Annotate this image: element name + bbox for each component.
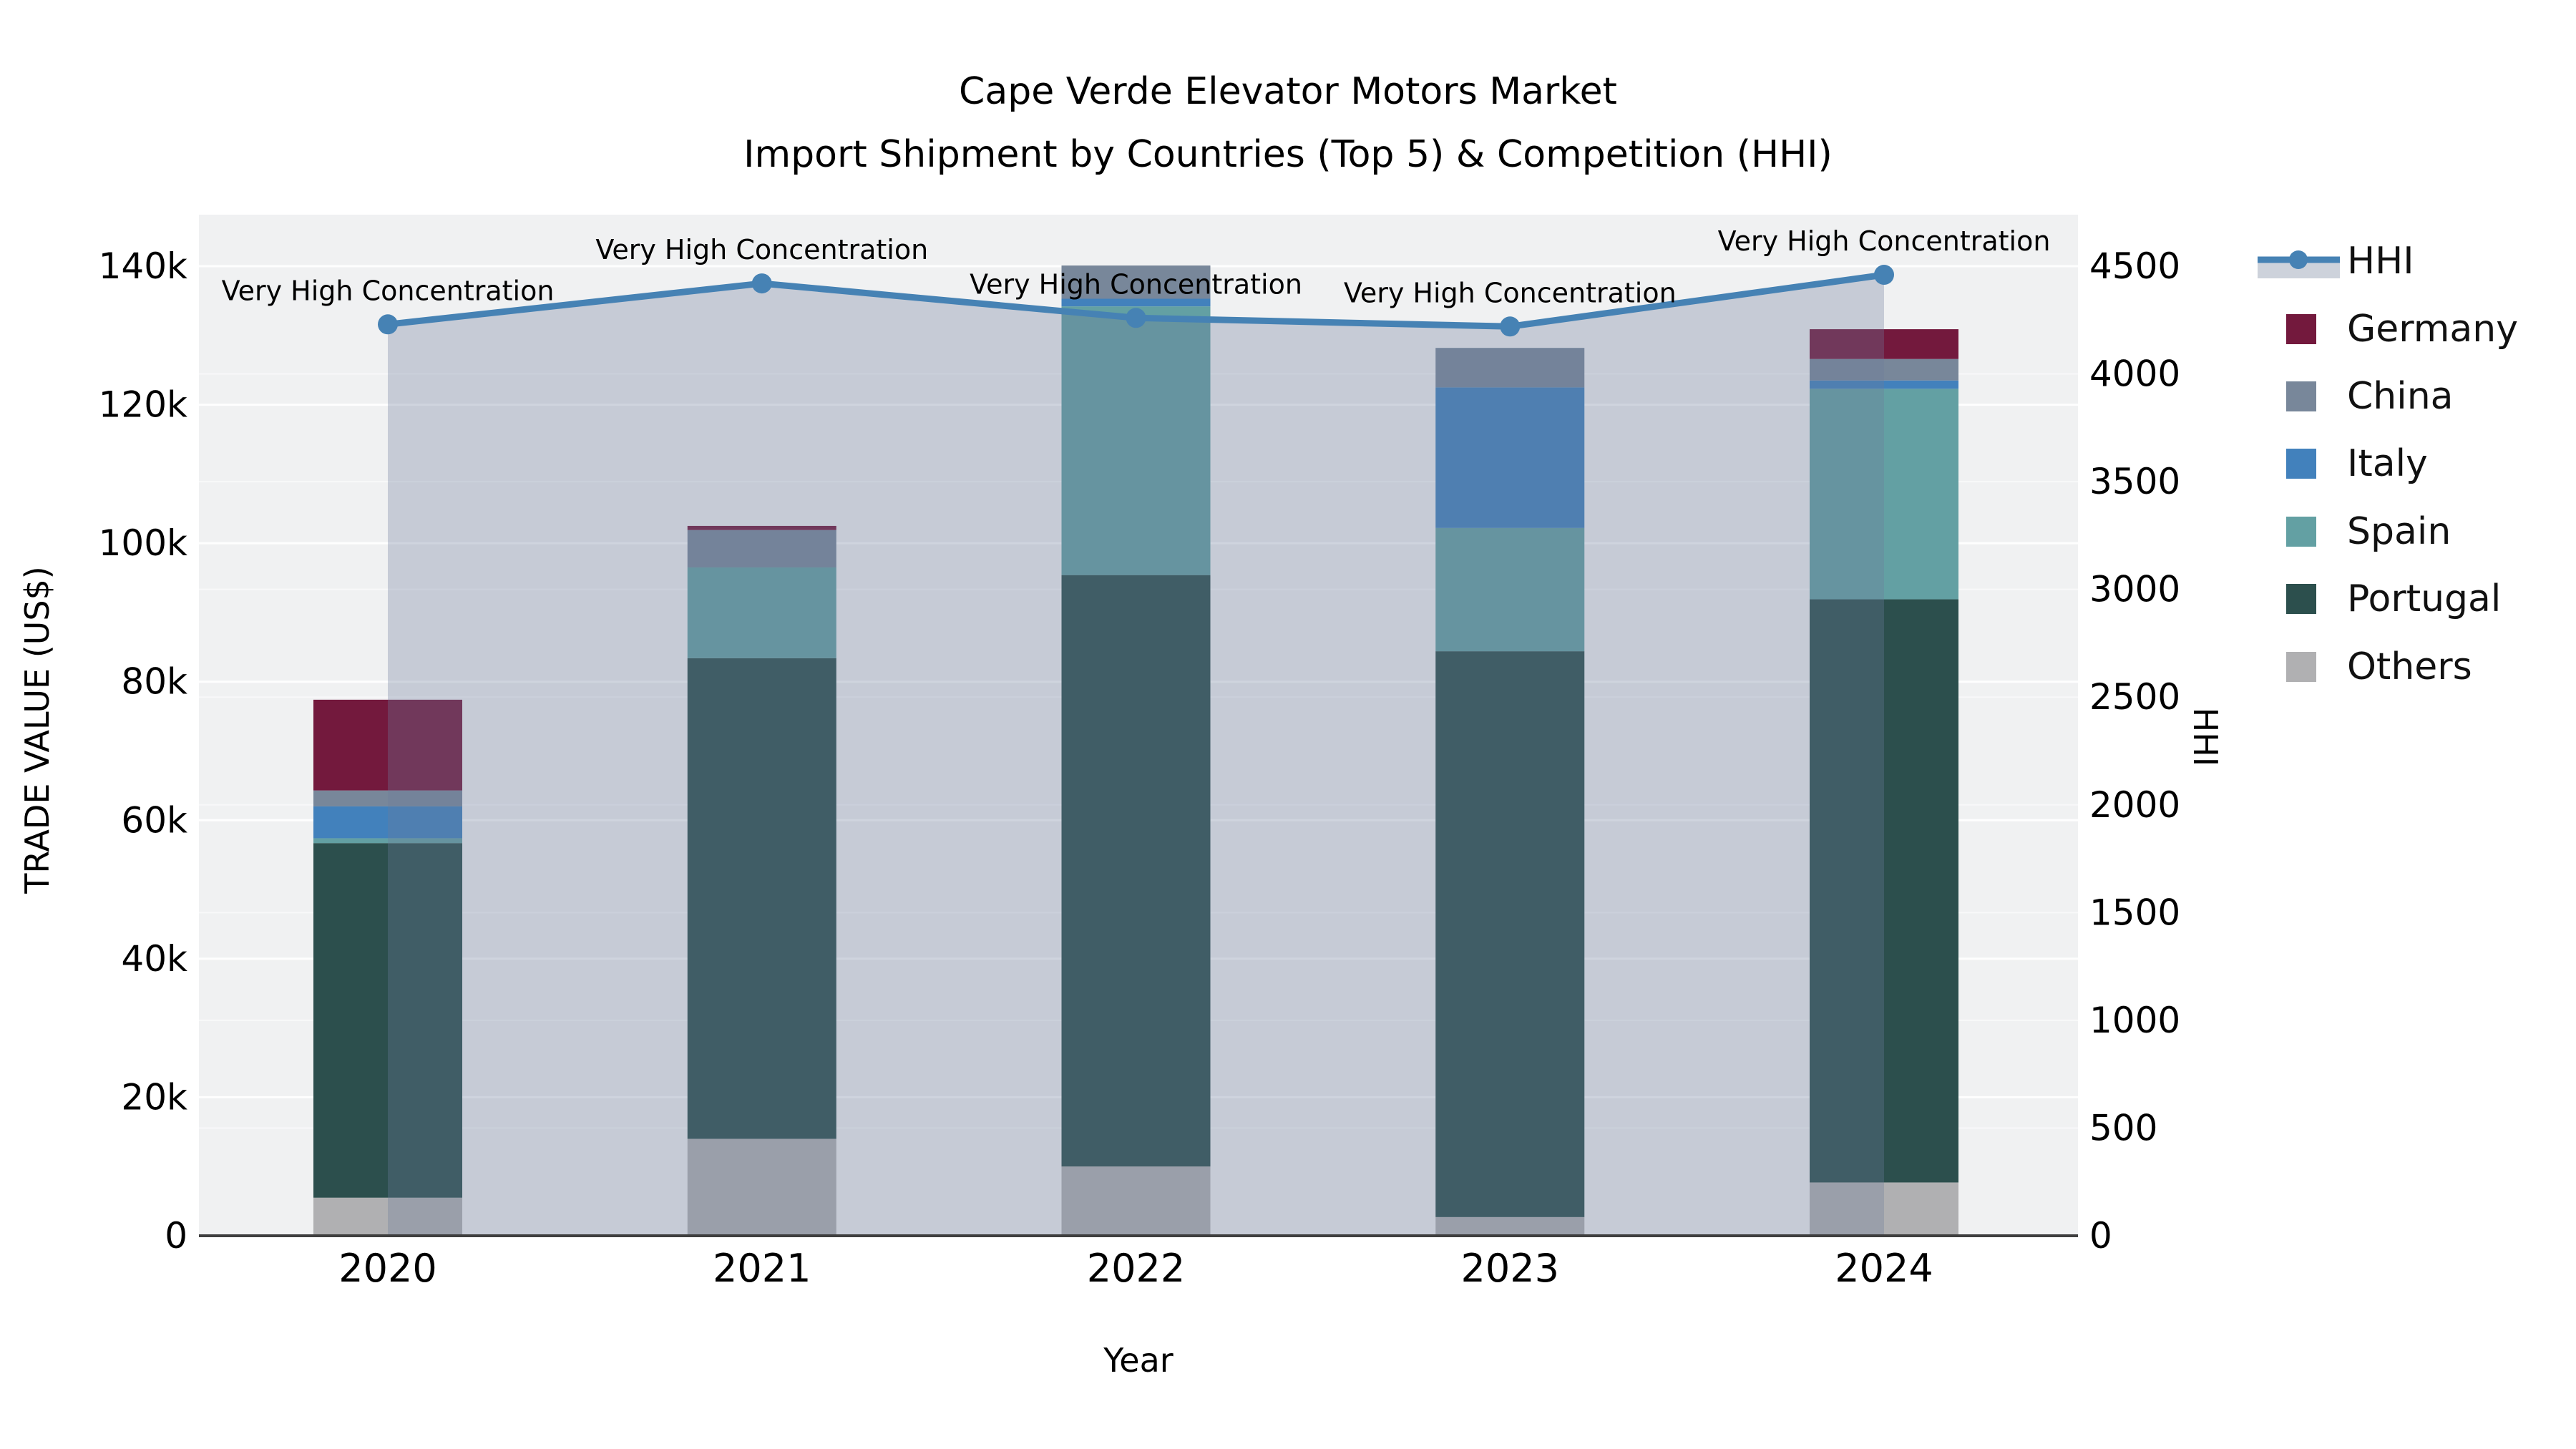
bar-segment-spain-2022 xyxy=(1061,306,1211,575)
bar-segment-spain-2020 xyxy=(313,838,462,844)
y-right-tick-500: 500 xyxy=(2089,1107,2157,1148)
legend-label: Germany xyxy=(2347,308,2519,351)
annotation-2022: Very High Concentration xyxy=(970,268,1302,300)
legend-label: Italy xyxy=(2347,442,2428,485)
bar-segment-spain-2023 xyxy=(1435,527,1585,652)
china-swatch-icon xyxy=(2286,381,2316,411)
hhi-marker-2021 xyxy=(751,273,772,294)
hhi-area-fill xyxy=(388,275,1884,1236)
y-right-tick-2000: 2000 xyxy=(2089,784,2180,826)
legend-item-spain[interactable]: Spain xyxy=(2247,510,2451,553)
y-axis-left-title: TRADE VALUE (US$) xyxy=(18,566,57,894)
bar-segment-italy-2020 xyxy=(313,806,462,839)
hhi-marker-2024 xyxy=(1874,265,1894,286)
legend-label: Spain xyxy=(2347,510,2451,553)
x-tick-2021: 2021 xyxy=(713,1246,811,1291)
germany-swatch-icon xyxy=(2286,314,2316,344)
annotation-2024: Very High Concentration xyxy=(1718,225,2051,257)
bar-segment-china-2024 xyxy=(1810,358,1958,381)
hhi-marker-2023 xyxy=(1500,316,1521,337)
hhi-line-icon xyxy=(2247,240,2347,283)
y-right-tick-1500: 1500 xyxy=(2089,892,2180,933)
x-tick-2022: 2022 xyxy=(1087,1246,1185,1291)
bar-segment-portugal-2021 xyxy=(687,658,836,1139)
bar-segment-spain-2021 xyxy=(687,567,836,658)
hhi-marker-2020 xyxy=(378,314,398,335)
others-swatch-icon xyxy=(2286,652,2316,682)
legend-item-portugal[interactable]: Portugal xyxy=(2247,577,2501,620)
y-right-tick-1000: 1000 xyxy=(2089,1000,2180,1041)
y-left-tick-140k: 140k xyxy=(99,245,187,287)
legend-label: HHI xyxy=(2347,240,2414,283)
hhi-marker-2022 xyxy=(1126,308,1146,328)
y-left-tick-40k: 40k xyxy=(121,938,187,980)
bar-segment-germany-2021 xyxy=(687,525,836,530)
bar-segment-others-2024 xyxy=(1810,1182,1958,1236)
bar-segment-portugal-2022 xyxy=(1061,575,1211,1167)
annotation-2023: Very High Concentration xyxy=(1344,277,1677,308)
bar-segment-others-2022 xyxy=(1061,1166,1211,1236)
bar-segment-china-2022 xyxy=(1061,265,1211,299)
bar-segment-germany-2024 xyxy=(1810,329,1958,359)
bar-segment-portugal-2020 xyxy=(313,843,462,1198)
bar-segment-china-2023 xyxy=(1435,348,1585,388)
annotation-2020: Very High Concentration xyxy=(222,275,555,306)
y-left-tick-120k: 120k xyxy=(99,384,187,426)
x-tick-2023: 2023 xyxy=(1461,1246,1559,1291)
legend-label: Portugal xyxy=(2347,577,2502,620)
y-right-tick-4500: 4500 xyxy=(2089,245,2180,287)
x-tick-2020: 2020 xyxy=(338,1246,436,1291)
legend-item-hhi[interactable]: HHI xyxy=(2247,240,2414,283)
bar-segment-italy-2024 xyxy=(1810,380,1958,389)
bar-segment-spain-2024 xyxy=(1810,389,1958,600)
x-tick-2024: 2024 xyxy=(1835,1246,1933,1291)
y-left-tick-60k: 60k xyxy=(121,799,187,841)
bar-segment-china-2021 xyxy=(687,530,836,568)
y-left-tick-20k: 20k xyxy=(121,1076,187,1118)
y-right-tick-0: 0 xyxy=(2089,1215,2112,1257)
bar-segment-others-2021 xyxy=(687,1138,836,1236)
bar-segment-italy-2023 xyxy=(1435,387,1585,528)
chart-title-line2: Import Shipment by Countries (Top 5) & C… xyxy=(743,133,1833,176)
legend-item-others[interactable]: Others xyxy=(2247,645,2472,688)
bar-segment-portugal-2024 xyxy=(1810,599,1958,1183)
bar-segment-china-2020 xyxy=(313,790,462,806)
spain-swatch-icon xyxy=(2286,517,2316,547)
y-right-tick-3500: 3500 xyxy=(2089,461,2180,502)
italy-swatch-icon xyxy=(2286,449,2316,479)
legend-label: China xyxy=(2347,375,2454,418)
bar-segment-italy-2022 xyxy=(1061,298,1211,307)
y-left-tick-80k: 80k xyxy=(121,661,187,703)
x-axis-title: Year xyxy=(1103,1341,1174,1380)
bar-segment-others-2020 xyxy=(313,1197,462,1236)
y-right-tick-2500: 2500 xyxy=(2089,676,2180,718)
bar-segment-germany-2020 xyxy=(313,699,462,791)
y-right-tick-4000: 4000 xyxy=(2089,353,2180,395)
y-left-tick-0: 0 xyxy=(165,1215,187,1257)
bar-segment-portugal-2023 xyxy=(1435,651,1585,1217)
legend-item-china[interactable]: China xyxy=(2247,375,2454,418)
annotation-2021: Very High Concentration xyxy=(595,234,928,265)
y-axis-right-title: HHI xyxy=(2186,707,2225,767)
y-left-tick-100k: 100k xyxy=(99,522,187,564)
portugal-swatch-icon xyxy=(2286,584,2316,614)
bar-segment-others-2023 xyxy=(1435,1216,1585,1236)
legend-label: Others xyxy=(2347,645,2472,688)
chart-title-line1: Cape Verde Elevator Motors Market xyxy=(959,70,1617,113)
legend-item-italy[interactable]: Italy xyxy=(2247,442,2428,485)
y-right-tick-3000: 3000 xyxy=(2089,569,2180,610)
legend-item-germany[interactable]: Germany xyxy=(2247,308,2518,351)
